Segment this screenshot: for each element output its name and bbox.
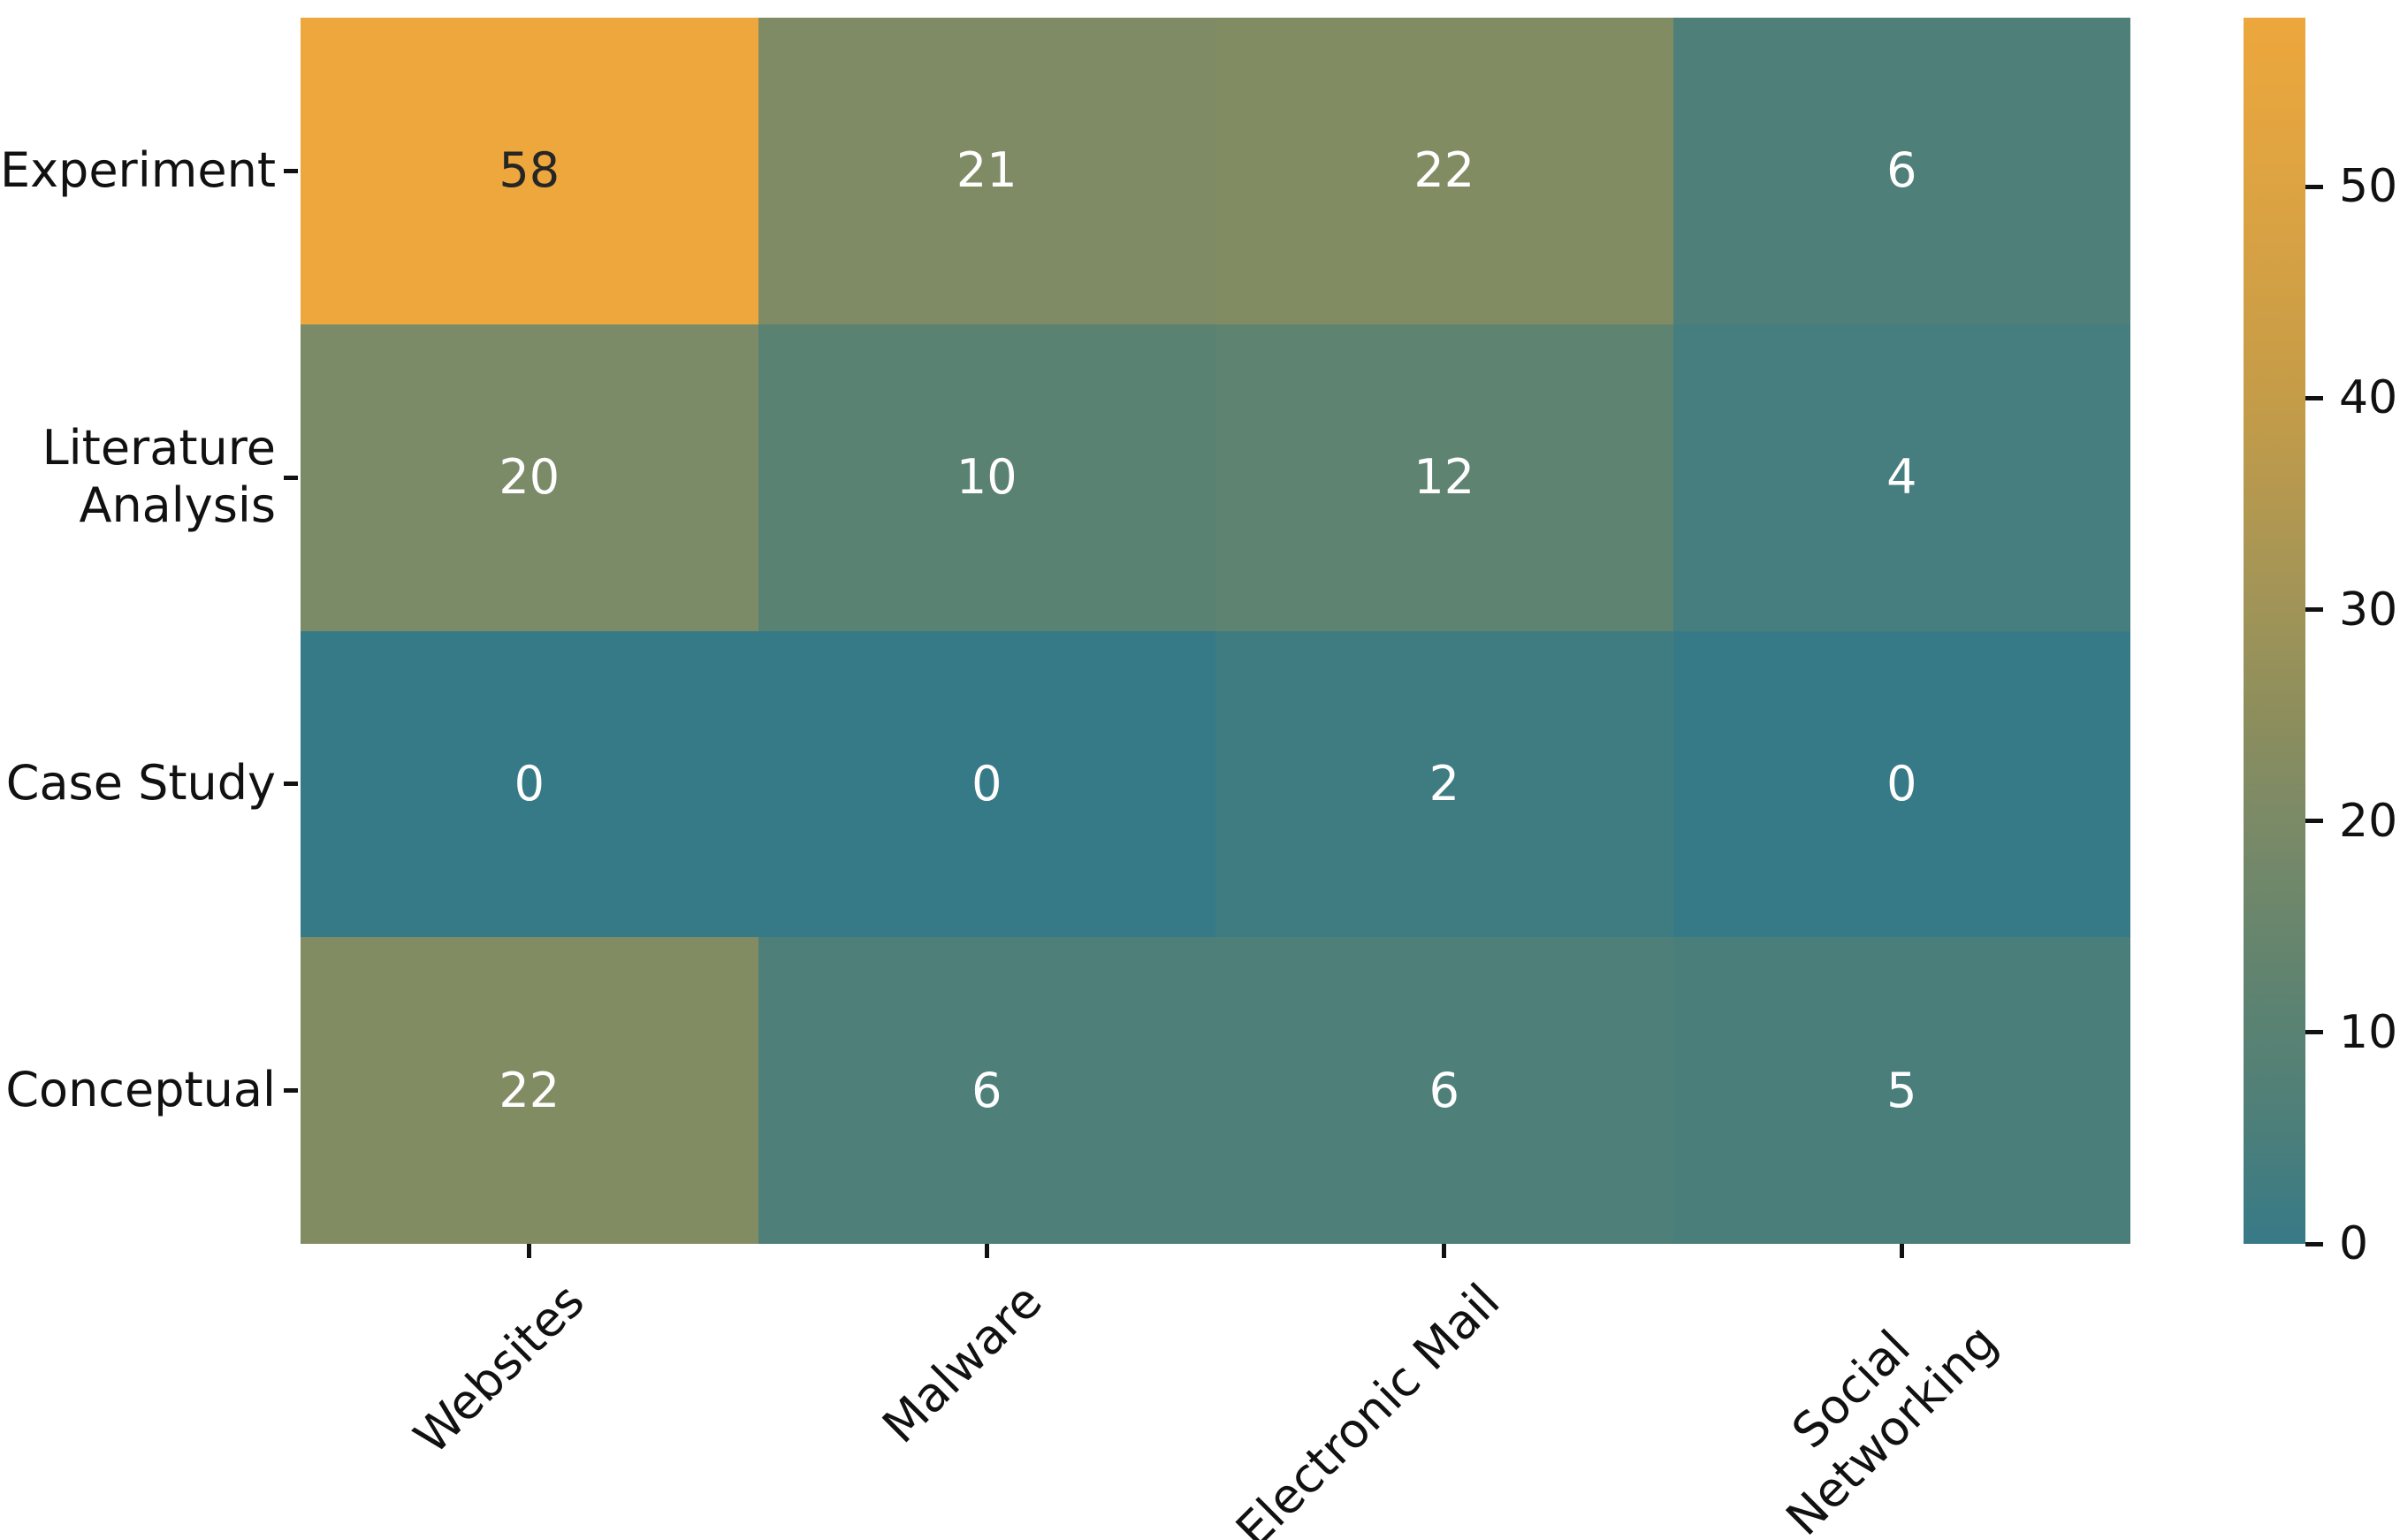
y-tick-mark <box>284 781 298 787</box>
heatmap-cell: 2 <box>1215 630 1673 938</box>
cell-value: 22 <box>499 1062 560 1118</box>
heatmap-cell: 10 <box>758 324 1215 631</box>
x-tick-label: Social Networking <box>1735 1273 2009 1540</box>
colorbar-tick-label: 20 <box>2339 794 2398 848</box>
heatmap-cell: 0 <box>1672 630 2130 938</box>
y-tick-mark <box>284 1088 298 1094</box>
heatmap-cell: 21 <box>758 18 1215 324</box>
heatmap-plot-area: 58 21 22 6 20 10 12 4 0 0 2 0 22 6 6 5 <box>301 18 2130 1244</box>
cell-value: 0 <box>971 755 1002 812</box>
x-tick-mark <box>1442 1244 1447 1258</box>
y-tick-mark <box>284 475 298 480</box>
cell-value: 22 <box>1413 142 1475 199</box>
colorbar-tick-mark <box>2305 819 2323 824</box>
y-tick-label-line: Analysis <box>79 477 277 534</box>
y-tick-label: Literature Analysis <box>0 324 276 631</box>
cell-value: 58 <box>499 142 560 199</box>
x-tick-mark <box>984 1244 989 1258</box>
heatmap-cell: 12 <box>1215 324 1673 631</box>
colorbar-tick-mark <box>2305 607 2323 613</box>
x-tick-label: Websites <box>404 1273 597 1466</box>
cell-value: 4 <box>1886 449 1917 506</box>
colorbar-tick-mark <box>2305 395 2323 400</box>
x-tick-label-line: Websites <box>403 1273 596 1465</box>
heatmap-cell: 4 <box>1672 324 2130 631</box>
y-tick-label: Experiment <box>0 18 276 324</box>
colorbar-tick-label: 30 <box>2339 583 2398 637</box>
cell-value: 20 <box>499 449 560 506</box>
cell-value: 10 <box>956 449 1017 506</box>
cell-value: 6 <box>1886 142 1917 199</box>
colorbar-tick-label: 10 <box>2339 1005 2398 1059</box>
cell-value: 2 <box>1429 755 1459 812</box>
colorbar-tick-label: 50 <box>2339 160 2398 214</box>
heatmap-cell: 0 <box>758 630 1215 938</box>
x-tick-mark <box>527 1244 532 1258</box>
y-tick-label: Conceptual <box>0 937 276 1244</box>
cell-value: 21 <box>956 142 1017 199</box>
y-tick-label-line: Case Study <box>5 755 276 812</box>
x-tick-label-line: Electronic Mail <box>1224 1273 1511 1540</box>
y-tick-mark <box>284 168 298 173</box>
cell-value: 6 <box>971 1062 1002 1118</box>
y-tick-label-line: Literature <box>42 420 276 476</box>
x-tick-mark <box>1899 1244 1904 1258</box>
y-tick-label-line: Conceptual <box>5 1062 276 1118</box>
x-tick-label: Malware <box>872 1273 1054 1455</box>
colorbar-tick-mark <box>2305 1241 2323 1246</box>
heatmap-cell: 22 <box>301 937 758 1244</box>
colorbar-tick-mark <box>2305 1030 2323 1035</box>
heatmap-cell: 6 <box>1672 18 2130 324</box>
colorbar-tick-mark <box>2305 184 2323 189</box>
colorbar <box>2244 18 2305 1244</box>
x-tick-label: Electronic Mail <box>1225 1273 1512 1540</box>
colorbar-tick-label: 40 <box>2339 371 2398 425</box>
y-tick-label-line: Experiment <box>0 141 276 198</box>
colorbar-tick-label: 0 <box>2339 1217 2369 1270</box>
heatmap-cell: 5 <box>1672 937 2130 1244</box>
cell-value: 0 <box>514 755 545 812</box>
heatmap-cell: 58 <box>301 18 758 324</box>
heatmap-cell: 6 <box>1215 937 1673 1244</box>
cell-value: 5 <box>1886 1062 1917 1118</box>
cell-value: 0 <box>1886 755 1917 812</box>
cell-value: 6 <box>1429 1062 1459 1118</box>
cell-value: 12 <box>1413 449 1475 506</box>
x-tick-label-line: Malware <box>872 1273 1053 1454</box>
heatmap-cell: 22 <box>1215 18 1673 324</box>
heatmap-cell: 6 <box>758 937 1215 1244</box>
heatmap-cell: 0 <box>301 630 758 938</box>
heatmap-cell: 20 <box>301 324 758 631</box>
y-tick-label: Case Study <box>0 631 276 938</box>
